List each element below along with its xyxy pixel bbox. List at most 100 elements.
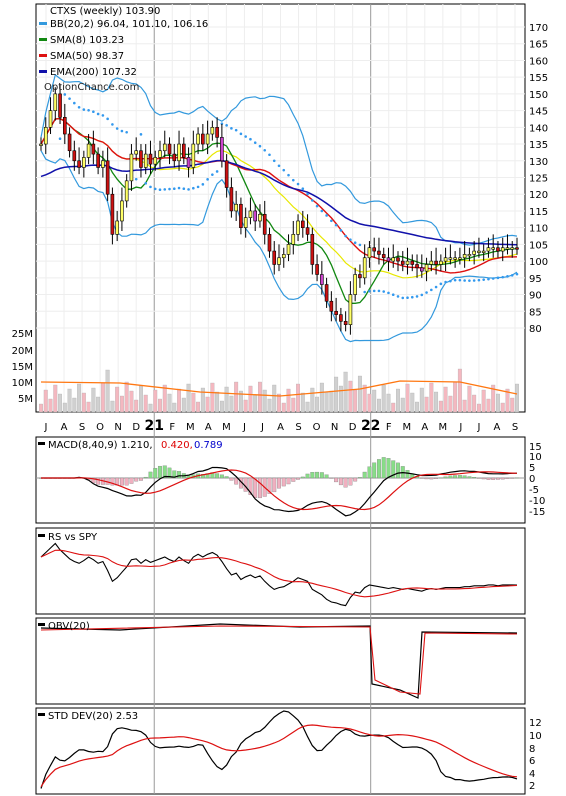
psar-dot (410, 295, 414, 299)
x-tick-label: F (386, 422, 392, 433)
psar-dot (87, 109, 90, 112)
psar-dot (158, 188, 162, 192)
candle-body (496, 247, 500, 252)
psar-dot (358, 243, 362, 247)
x-tick-label: S (79, 422, 85, 433)
volume-bar (100, 382, 105, 413)
price-tick-label: 150 (529, 90, 548, 101)
candle-body (82, 157, 86, 168)
volume-bar (158, 398, 162, 413)
volume-bar (215, 391, 220, 413)
volume-bar (357, 375, 362, 413)
psar-dot (510, 274, 514, 277)
x-tick-label: 21 (144, 418, 163, 434)
candle-body (182, 143, 186, 158)
psar-dot (325, 214, 328, 217)
volume-bar (86, 401, 91, 413)
volume-bar (415, 401, 419, 413)
volume-bar (424, 396, 429, 413)
obv-swatch (38, 623, 45, 626)
std-tick-label: 12 (529, 718, 542, 729)
candle-body (205, 133, 210, 145)
price-tick-label: 85 (529, 307, 542, 318)
psar-dot (144, 182, 148, 185)
psar-dot (396, 295, 400, 298)
volume-bar (462, 399, 467, 413)
macd-histogram-bar (467, 476, 472, 479)
candle-body (329, 300, 334, 312)
volume-bar (238, 390, 243, 413)
macd-histogram-bar (215, 473, 220, 479)
candle-body (234, 203, 238, 212)
volume-bar (219, 400, 224, 413)
candle-body (286, 244, 291, 255)
psar-dot (515, 272, 519, 276)
volume-bar (105, 369, 110, 413)
macd-value-signal: 0.420, (161, 440, 193, 451)
candle-body (101, 160, 105, 168)
std-label: STD DEV(20) 2.53 (48, 711, 138, 722)
std-tick-label: 2 (529, 781, 535, 792)
volume-bar (200, 387, 205, 413)
x-tick-label: A (494, 422, 501, 433)
volume-bar (191, 392, 196, 413)
candle-body (396, 257, 400, 262)
psar-dot (253, 141, 257, 145)
candle-body (139, 150, 143, 168)
x-tick-label: S (512, 422, 518, 433)
candle-body (72, 150, 77, 162)
candle-body (115, 220, 119, 235)
x-tick-label: M (222, 422, 231, 433)
x-tick-label: A (277, 422, 284, 433)
macd-histogram-bar (443, 476, 448, 479)
price-tick-label: 170 (529, 23, 548, 34)
volume-bar (177, 388, 181, 413)
x-tick-label: M (402, 422, 411, 433)
psar-dot (330, 219, 333, 223)
x-tick-label: N (114, 422, 121, 433)
candle-body (386, 257, 391, 262)
volume-bar (196, 401, 201, 413)
candle-body (53, 93, 58, 111)
volume-bar (381, 384, 386, 413)
candle-body (91, 143, 96, 155)
macd-histogram-bar (129, 477, 134, 484)
volume-bar (115, 386, 120, 413)
candle-body (486, 247, 491, 252)
price-tick-label: 80 (529, 324, 542, 335)
legend-label-bb: BB(20,2) 96.04, 101.10, 106.16 (50, 19, 208, 30)
legend-swatch-sma8 (39, 38, 47, 41)
psar-dot (306, 192, 309, 196)
candle-body (505, 247, 510, 250)
macd-histogram-bar (343, 477, 348, 488)
volume-bar (367, 393, 372, 413)
macd-histogram-bar (253, 477, 258, 498)
macd-histogram-bar (305, 473, 310, 479)
candlesticks (39, 83, 519, 335)
candle-body (277, 257, 281, 265)
volume-bar (277, 393, 281, 413)
x-tick-label: F (169, 422, 175, 433)
psar-dot (134, 177, 138, 181)
candle-body (58, 93, 62, 118)
macd-histogram-bar (381, 457, 386, 479)
volume-bar (48, 398, 53, 413)
candle-body (405, 260, 410, 265)
macd-histogram-bar (224, 476, 229, 479)
psar-dot (425, 291, 428, 294)
macd-histogram-bar (96, 477, 101, 485)
candle-body (353, 274, 357, 295)
volume-tick-label: 10M (12, 378, 33, 389)
candle-body (291, 234, 296, 245)
volume-bar (172, 402, 177, 413)
candle-body (77, 160, 81, 168)
psar-dot (182, 187, 186, 191)
volume-bar (329, 390, 334, 413)
candle-body (191, 143, 196, 168)
volume-bar (353, 389, 358, 413)
legend-label-ema200: EMA(200) 107.32 (50, 67, 137, 78)
macd-histogram-bar (300, 476, 305, 479)
psar-dot (249, 137, 252, 141)
psar-dot (206, 178, 209, 181)
psar-dot (196, 185, 200, 189)
